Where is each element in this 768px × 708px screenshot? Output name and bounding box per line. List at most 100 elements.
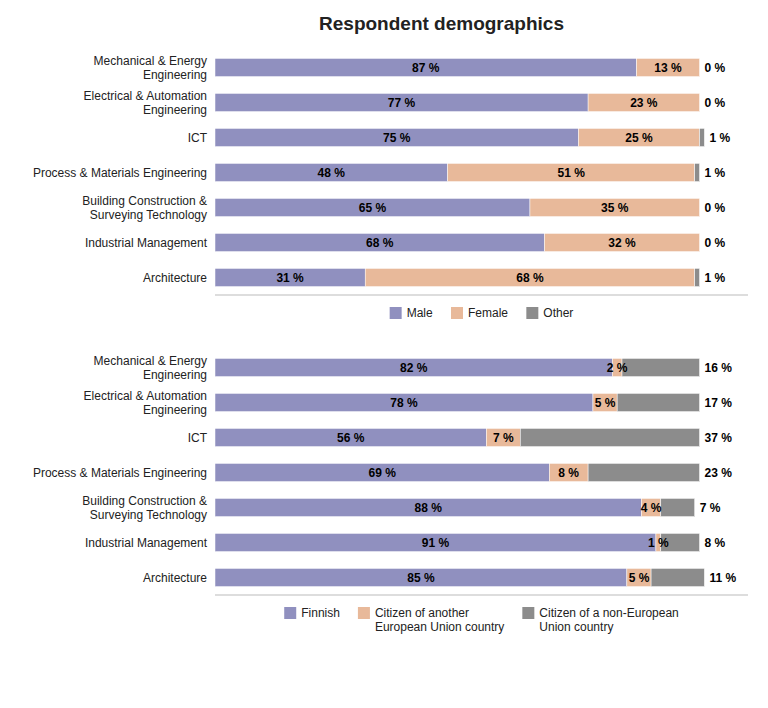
y-tick-label: ICT bbox=[188, 131, 208, 145]
bar-segment bbox=[215, 463, 549, 481]
y-tick-label: Mechanical & EnergyEngineering bbox=[94, 54, 207, 82]
legend-item: Male bbox=[390, 306, 433, 320]
chart-svg: Respondent demographicsMechanical & Ener… bbox=[0, 0, 768, 708]
data-label: 56 % bbox=[337, 431, 365, 445]
bar-segment bbox=[641, 498, 660, 516]
data-label: 31 % bbox=[276, 271, 304, 285]
bar-segment bbox=[588, 463, 699, 481]
bar-segment bbox=[215, 498, 641, 516]
data-label: 68 % bbox=[366, 236, 394, 250]
legend-label: Citizen of a non-EuropeanUnion country bbox=[539, 606, 678, 634]
y-tick-label: Process & Materials Engineering bbox=[33, 466, 207, 480]
bar-segment bbox=[215, 198, 530, 216]
bar-segment bbox=[661, 498, 695, 516]
y-tick-label: Industrial Management bbox=[85, 536, 208, 550]
bar-segment bbox=[622, 358, 700, 376]
bar-segment bbox=[588, 93, 699, 111]
bar-segment bbox=[530, 198, 700, 216]
legend-swatch bbox=[522, 607, 534, 619]
legend: Finnish Citizen of anotherEuropean Union … bbox=[284, 606, 679, 634]
bar-segment bbox=[215, 93, 588, 111]
data-label: 87 % bbox=[412, 61, 440, 75]
bar-segment bbox=[699, 233, 700, 251]
data-label: 48 % bbox=[318, 166, 346, 180]
data-label: 91 % bbox=[422, 536, 450, 550]
data-label: 85 % bbox=[407, 571, 435, 585]
bar-segment bbox=[617, 393, 699, 411]
bar-segment bbox=[549, 463, 588, 481]
legend-item: Citizen of anotherEuropean Union country bbox=[358, 606, 504, 634]
data-label: 5 % bbox=[595, 396, 616, 410]
bar-segment bbox=[215, 428, 486, 446]
bar-segment bbox=[637, 58, 700, 76]
data-label: 17 % bbox=[705, 396, 733, 410]
data-label: 8 % bbox=[705, 536, 726, 550]
legend-label: Male bbox=[407, 306, 433, 320]
data-label: 65 % bbox=[359, 201, 387, 215]
legend-swatch bbox=[526, 307, 538, 319]
data-label: 0 % bbox=[705, 236, 726, 250]
bar-segment bbox=[215, 233, 544, 251]
bars bbox=[215, 58, 704, 286]
legend-label: Finnish bbox=[301, 606, 340, 620]
bar-segment bbox=[544, 233, 699, 251]
bar-segment bbox=[215, 268, 365, 286]
chart-container: Respondent demographicsMechanical & Ener… bbox=[0, 0, 768, 708]
data-label: 1 % bbox=[705, 271, 726, 285]
bar-segment bbox=[215, 533, 656, 551]
legend-label: Citizen of anotherEuropean Union country bbox=[375, 606, 504, 634]
legend-item: Citizen of a non-EuropeanUnion country bbox=[522, 606, 678, 634]
bar-segment bbox=[448, 163, 695, 181]
data-label: 2 % bbox=[607, 361, 628, 375]
data-label: 78 % bbox=[390, 396, 418, 410]
data-label: 1 % bbox=[705, 166, 726, 180]
legend-label: Female bbox=[468, 306, 508, 320]
data-label: 82 % bbox=[400, 361, 428, 375]
x-axis-line bbox=[215, 595, 748, 596]
data-label: 7 % bbox=[493, 431, 514, 445]
y-tick-label: Mechanical & EnergyEngineering bbox=[94, 354, 207, 382]
bar-segment bbox=[627, 568, 651, 586]
bar-segment bbox=[651, 568, 704, 586]
bar-segment bbox=[365, 268, 694, 286]
legend: Male Female Other bbox=[390, 306, 574, 320]
data-label: 32 % bbox=[608, 236, 636, 250]
data-label: 0 % bbox=[705, 201, 726, 215]
bar-segment bbox=[695, 163, 700, 181]
y-tick-label: Industrial Management bbox=[85, 236, 208, 250]
bar-segment bbox=[215, 128, 578, 146]
data-label: 69 % bbox=[368, 466, 396, 480]
legend-swatch bbox=[284, 607, 296, 619]
bar-segment bbox=[699, 198, 700, 216]
data-label: 77 % bbox=[388, 96, 416, 110]
legend-item: Other bbox=[526, 306, 573, 320]
data-label: 0 % bbox=[705, 61, 726, 75]
data-label: 8 % bbox=[558, 466, 579, 480]
data-label: 4 % bbox=[641, 501, 662, 515]
data-label: 1 % bbox=[648, 536, 669, 550]
legend-item: Finnish bbox=[284, 606, 340, 620]
data-label: 23 % bbox=[630, 96, 658, 110]
bar-segment bbox=[593, 393, 617, 411]
y-tick-label: Electrical & AutomationEngineering bbox=[84, 89, 207, 117]
legend-swatch bbox=[358, 607, 370, 619]
bar-segment bbox=[215, 568, 627, 586]
data-label: 16 % bbox=[705, 361, 733, 375]
bar-segment bbox=[215, 358, 612, 376]
legend-item: Female bbox=[451, 306, 508, 320]
data-label: 51 % bbox=[557, 166, 585, 180]
data-label: 5 % bbox=[629, 571, 650, 585]
data-label: 23 % bbox=[705, 466, 733, 480]
data-label: 88 % bbox=[415, 501, 443, 515]
data-label: 7 % bbox=[700, 501, 721, 515]
data-label: 37 % bbox=[705, 431, 733, 445]
bars bbox=[215, 358, 704, 586]
y-tick-label: Process & Materials Engineering bbox=[33, 166, 207, 180]
legend-label: Other bbox=[543, 306, 573, 320]
y-tick-label: Building Construction &Surveying Technol… bbox=[82, 494, 207, 522]
legend-swatch bbox=[451, 307, 463, 319]
data-label: 75 % bbox=[383, 131, 411, 145]
data-label: 35 % bbox=[601, 201, 629, 215]
bar-segment bbox=[215, 393, 593, 411]
data-label: 25 % bbox=[625, 131, 653, 145]
